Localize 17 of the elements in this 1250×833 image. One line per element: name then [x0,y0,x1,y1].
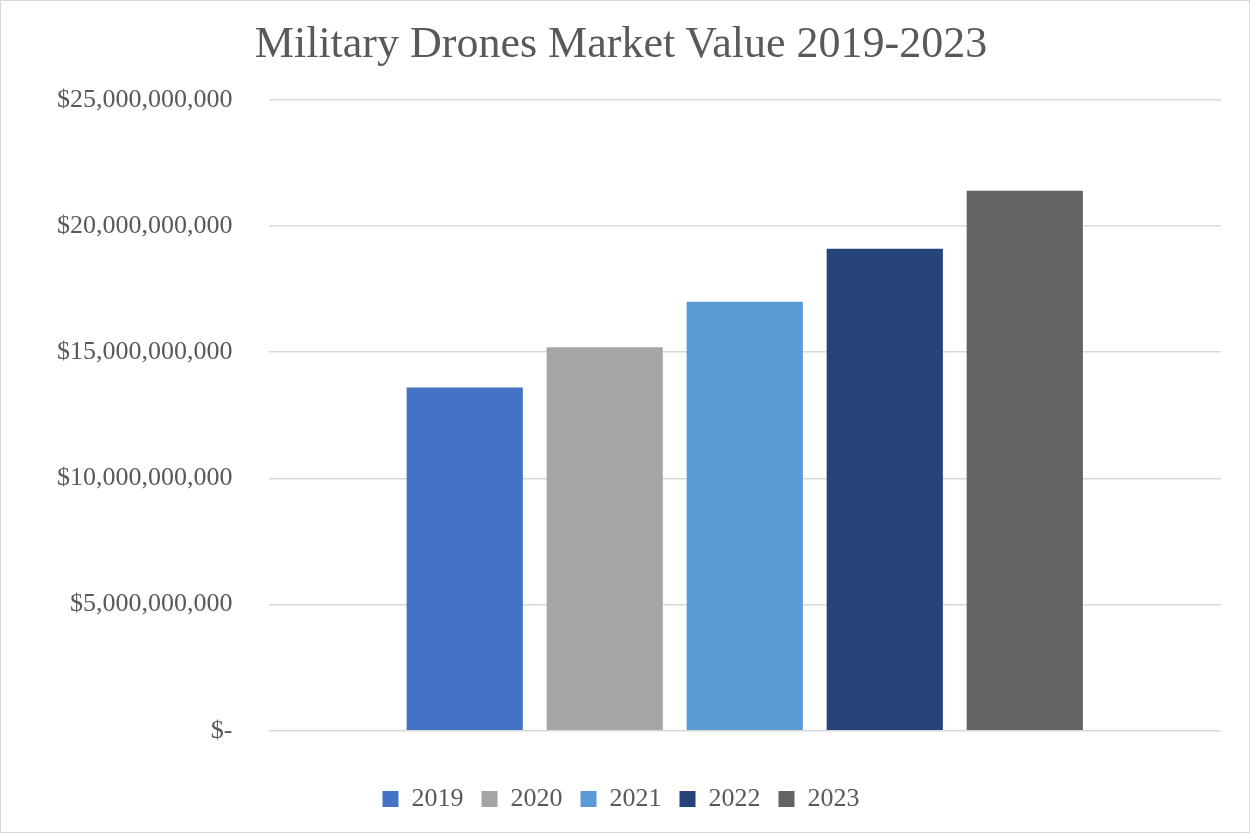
legend-label: 2020 [510,782,563,812]
legend-label: 2021 [609,782,662,812]
legend-label: 2023 [807,782,860,812]
bar [406,387,523,731]
y-tick-label: $5,000,000,000 [70,588,233,618]
bar [546,347,663,731]
bar [686,301,803,731]
legend-label: 2022 [708,782,761,812]
bar [826,248,943,731]
y-tick-label: $10,000,000,000 [57,462,233,492]
y-tick-label: $20,000,000,000 [57,209,233,239]
y-tick-label: $- [210,714,233,744]
y-tick-label: $25,000,000,000 [57,83,233,113]
chart-title: Military Drones Market Value 2019-2023 [254,17,988,67]
bar [966,190,1083,731]
legend-label: 2019 [411,782,464,812]
y-tick-label: $15,000,000,000 [57,336,233,366]
